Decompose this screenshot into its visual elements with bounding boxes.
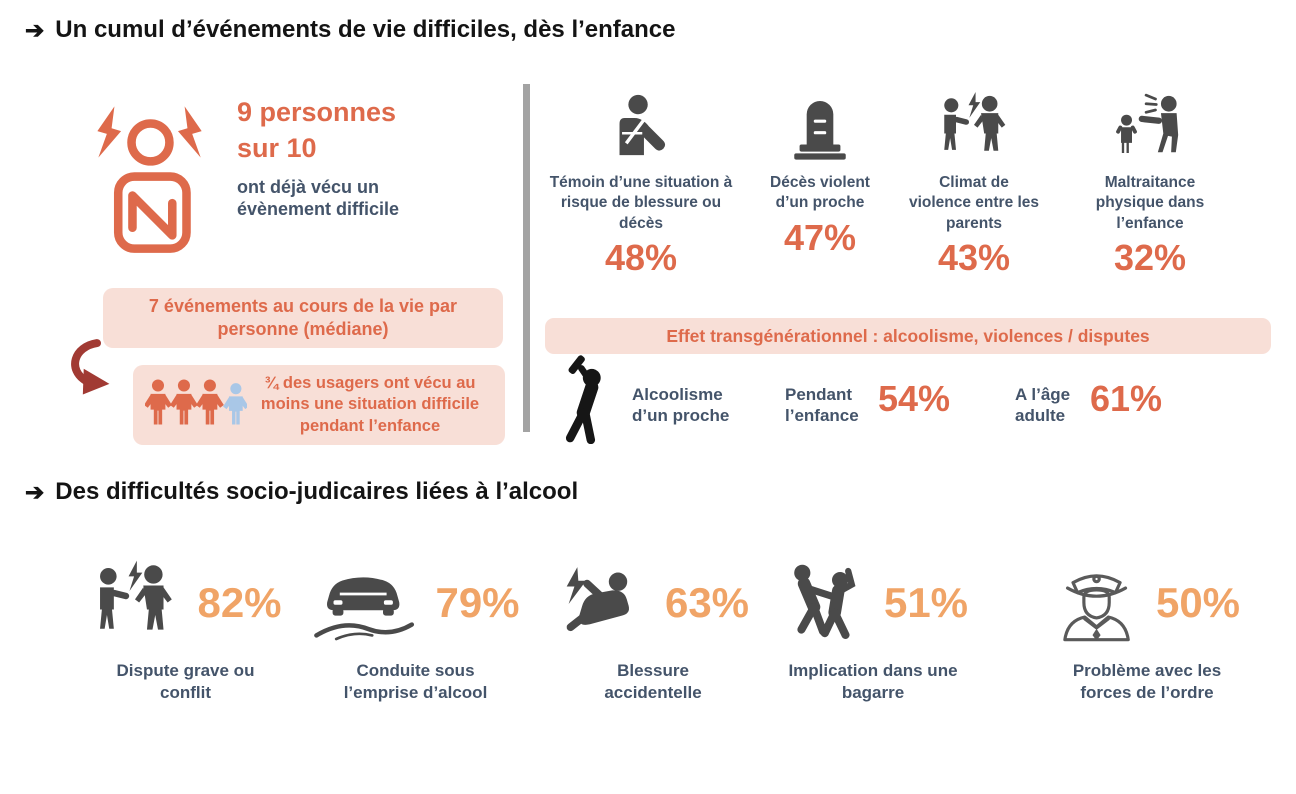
transgen-label: Alcoolisme d’un proche bbox=[632, 385, 730, 426]
vertical-divider bbox=[523, 84, 530, 432]
stat-value: 63% bbox=[664, 579, 750, 626]
event-label: Maltraitance physique dans l’enfance bbox=[1095, 174, 1205, 232]
child-abuse-icon bbox=[1104, 90, 1196, 164]
event-value: 47% bbox=[783, 216, 857, 258]
arrow-icon: ➔ bbox=[25, 17, 45, 43]
stat-value: 51% bbox=[883, 579, 969, 626]
stat-accidental-injury: 63% Blessure accidentelle bbox=[548, 550, 758, 704]
childhood-box: ¾ des usagers ont vécu au moins une situ… bbox=[133, 365, 505, 445]
drinking-person-icon bbox=[556, 354, 620, 445]
section2-heading: ➔ Des difficultés socio-judicaires liées… bbox=[25, 478, 578, 506]
big-stat-caption: ont déjà vécu un évènement difficile bbox=[237, 176, 400, 219]
transgen-item-value: 61% bbox=[1090, 378, 1163, 419]
event-label: Décès violent d’un proche bbox=[770, 174, 870, 212]
stat-row: 51% bbox=[778, 550, 968, 656]
stat-value: 82% bbox=[197, 579, 282, 626]
stat-police: 50% Problème avec les forces de l’ordre bbox=[1032, 550, 1262, 704]
accidental-injury-icon bbox=[557, 565, 649, 641]
event-value: 43% bbox=[937, 237, 1011, 279]
stat-row: 82% bbox=[89, 550, 282, 656]
transgen-item-label: A l’âge adulte bbox=[1015, 385, 1071, 426]
stat-fight: 51% Implication dans une bagarre bbox=[768, 550, 978, 704]
median-box: 7 événements au cours de la vie par pers… bbox=[103, 288, 503, 348]
transgenerational-banner: Effet transgénérationnel : alcoolisme, v… bbox=[545, 318, 1271, 354]
section1-heading: ➔ Un cumul d’événements de vie difficile… bbox=[25, 16, 675, 44]
stat-dispute: 82% Dispute grave ou conflit bbox=[78, 550, 293, 704]
childhood-box-text: ¾ des usagers ont vécu au moins une situ… bbox=[260, 373, 480, 435]
big-stat-line1: 9 personnes bbox=[237, 97, 397, 127]
transgen-item-label: Pendant l’enfance bbox=[785, 385, 859, 426]
stat-value: 79% bbox=[435, 579, 520, 626]
event-label: Témoin d’une situation à risque de bless… bbox=[549, 174, 733, 232]
stat-label: Implication dans une bagarre bbox=[788, 661, 958, 703]
event-value: 32% bbox=[1113, 237, 1187, 279]
stat-drunk-driving: 79% Conduite sous l’emprise d’alcool bbox=[308, 550, 523, 704]
event-stat-witness: Témoin d’une situation à risque de bless… bbox=[545, 90, 737, 279]
event-stat-child-abuse: Maltraitance physique dans l’enfance 32% bbox=[1070, 90, 1230, 279]
big-stat-line2: sur 10 bbox=[237, 133, 317, 164]
transgen-item-value: 54% bbox=[878, 378, 951, 419]
event-stat-death: Décès violent d’un proche 47% bbox=[752, 90, 888, 259]
dispute-icon bbox=[89, 560, 181, 646]
stat-row: 50% bbox=[1054, 550, 1240, 656]
fight-icon bbox=[778, 560, 868, 646]
police-officer-icon bbox=[1054, 560, 1140, 646]
injured-arm-sling-icon bbox=[601, 90, 681, 164]
section2-heading-text: Des difficultés socio-judicaires liées à… bbox=[55, 478, 579, 505]
stat-label: Conduite sous l’emprise d’alcool bbox=[343, 661, 488, 703]
event-stat-parents-violence: Climat de violence entre les parents 43% bbox=[894, 90, 1054, 279]
stat-row: 63% bbox=[557, 550, 749, 656]
drunk-driving-icon bbox=[311, 563, 419, 643]
arrow-icon: ➔ bbox=[25, 479, 45, 505]
median-box-text: 7 événements au cours de la vie par pers… bbox=[148, 295, 458, 339]
event-label: Climat de violence entre les parents bbox=[908, 174, 1040, 232]
parents-violence-icon bbox=[928, 90, 1020, 164]
banner-text: Effet transgénérationnel : alcoolisme, v… bbox=[666, 325, 1150, 346]
stat-label: Dispute grave ou conflit bbox=[116, 661, 255, 703]
big-stat: 9 personnes sur 10 ont déjà vécu un évèn… bbox=[237, 94, 469, 221]
section1-heading-text: Un cumul d’événements de vie difficiles,… bbox=[55, 16, 676, 43]
curved-arrow-icon bbox=[60, 336, 142, 398]
stat-label: Problème avec les forces de l’ordre bbox=[1072, 661, 1222, 703]
stressed-person-icon bbox=[86, 92, 214, 264]
event-value: 48% bbox=[604, 237, 678, 279]
stat-row: 79% bbox=[311, 550, 520, 656]
people-group-icon bbox=[144, 376, 249, 434]
tombstone-icon bbox=[787, 90, 853, 164]
stat-value: 50% bbox=[1155, 579, 1241, 626]
stat-label: Blessure accidentelle bbox=[604, 661, 702, 703]
